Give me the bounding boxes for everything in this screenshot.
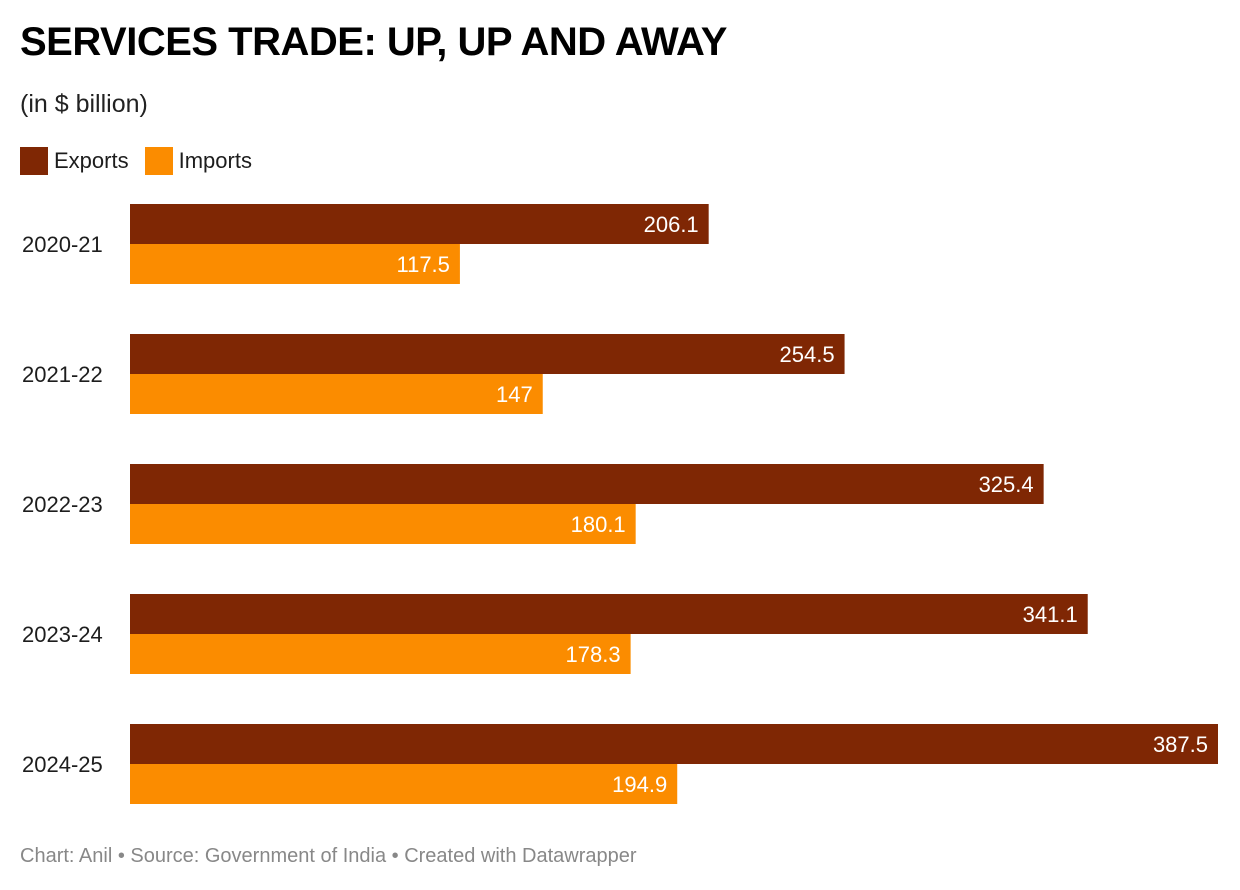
data-label-imports: 180.1 [571,512,626,537]
data-label-exports: 206.1 [644,212,699,237]
bar-imports [130,764,678,804]
data-label-exports: 341.1 [1023,602,1078,627]
category-label: 2022-23 [22,492,103,517]
bar-exports [130,464,1044,504]
category-label: 2021-22 [22,362,103,387]
chart-footer: Chart: Anil • Source: Government of Indi… [20,845,637,867]
data-label-exports: 254.5 [780,342,835,367]
category-label: 2024-25 [22,752,103,777]
legend-label-exports: Exports [54,148,129,173]
chart-title: SERVICES TRADE: UP, UP AND AWAY [20,20,727,64]
legend-swatch-exports [20,147,48,175]
data-label-imports: 117.5 [396,252,449,277]
bar-imports [130,374,543,414]
bar-imports [130,244,460,284]
legend: Exports Imports [20,147,268,175]
legend-item-imports: Imports [144,147,252,175]
bar-exports [130,594,1088,634]
legend-label-imports: Imports [178,148,252,173]
bar-imports [130,504,636,544]
data-label-imports: 147 [496,382,533,407]
legend-item-exports: Exports [20,147,129,175]
bar-exports [130,204,709,244]
data-label-imports: 194.9 [612,772,667,797]
category-label: 2023-24 [22,622,103,647]
data-label-exports: 387.5 [1153,732,1208,757]
bar-imports [130,634,631,674]
category-label: 2020-21 [22,232,103,257]
bar-exports [130,334,845,374]
data-label-exports: 325.4 [979,472,1034,497]
legend-swatch-imports [144,147,173,175]
data-label-imports: 178.3 [566,642,621,667]
chart-subtitle: (in $ billion) [20,90,148,118]
bar-exports [130,724,1218,764]
